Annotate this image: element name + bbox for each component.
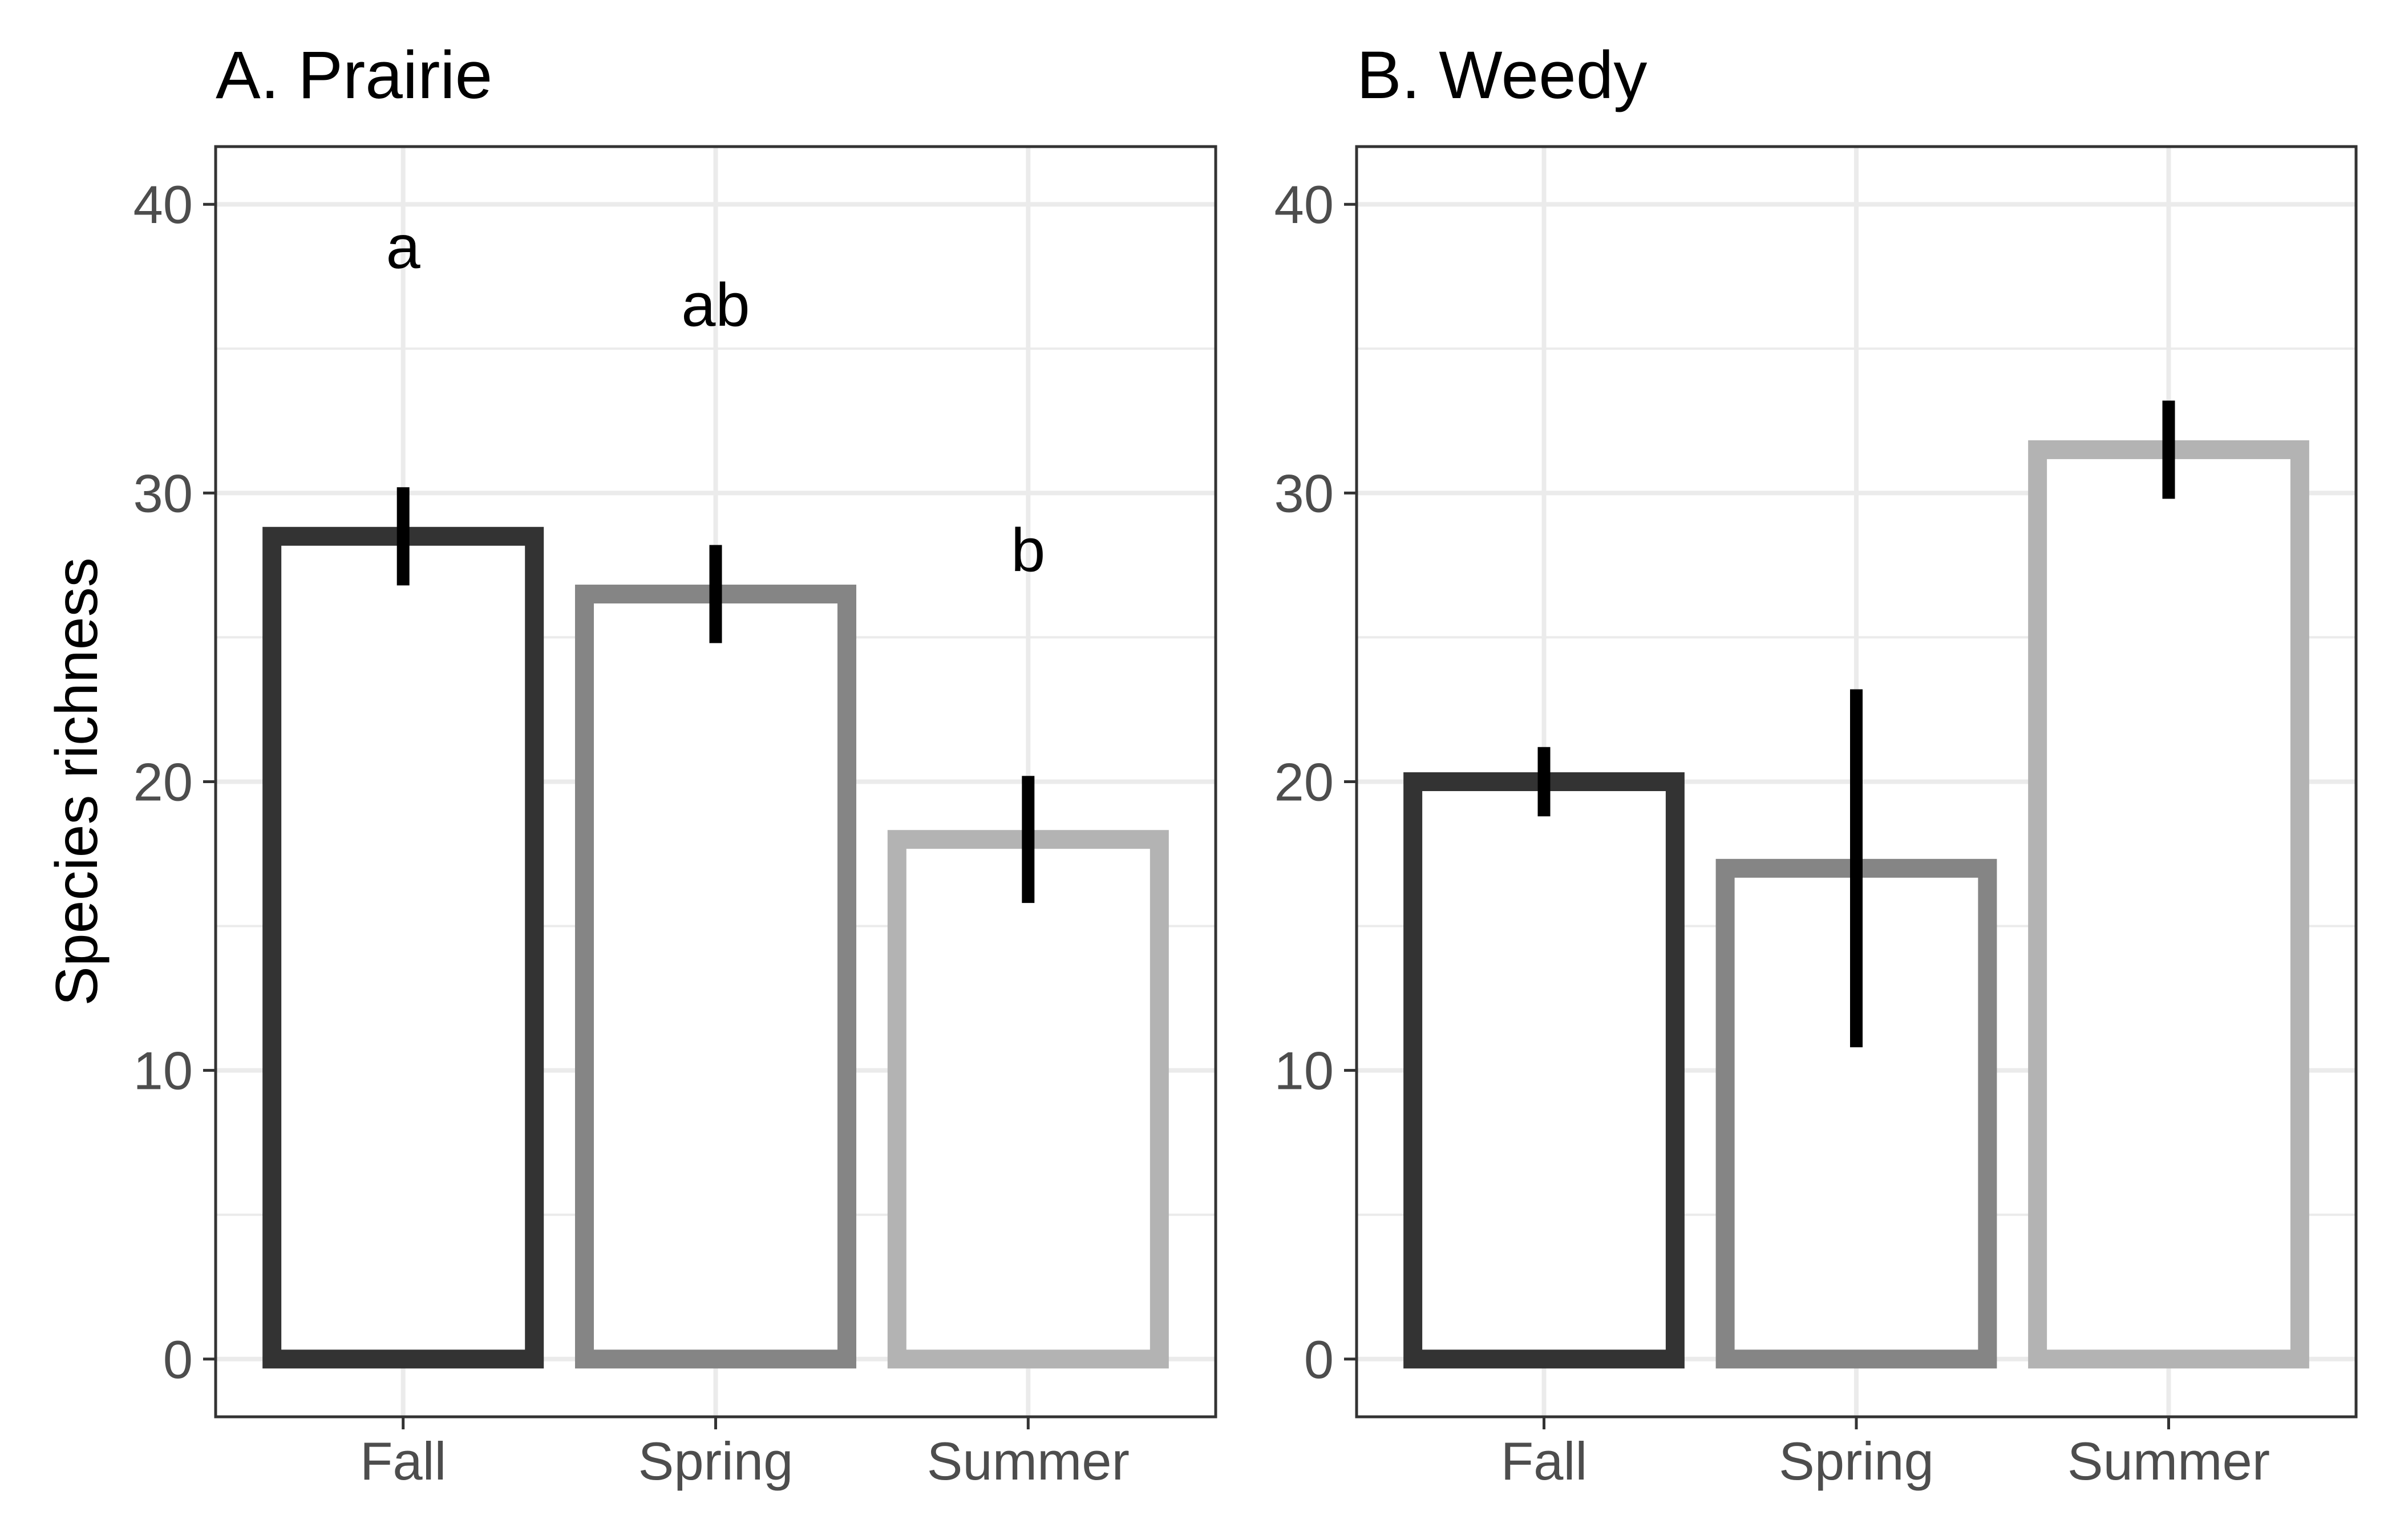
y-tick-label: 40 xyxy=(133,175,193,234)
bar-summer xyxy=(2028,440,2309,1369)
bar-fall xyxy=(262,526,544,1369)
y-tick-label: 10 xyxy=(1274,1041,1334,1101)
y-tick-label: 30 xyxy=(1274,463,1334,523)
y-tick-label: 30 xyxy=(133,463,193,523)
x-tick-label: Fall xyxy=(360,1431,446,1491)
y-axis-label: Species richness xyxy=(44,557,110,1006)
x-tick-label: Spring xyxy=(638,1431,794,1491)
bar-spring xyxy=(574,585,857,1369)
bar-summer xyxy=(887,830,1169,1369)
x-tick-label: Fall xyxy=(1501,1431,1587,1491)
panel-title: A. Prairie xyxy=(216,38,492,113)
y-tick-label: 20 xyxy=(1274,752,1334,812)
panel-title: B. Weedy xyxy=(1357,38,1647,113)
panel-weedy: B. Weedy 0 10 20 30 40 Fall Spring Summer xyxy=(1274,38,2358,1491)
y-tick-label: 10 xyxy=(133,1041,193,1101)
y-tick-label: 20 xyxy=(133,752,193,812)
panel-prairie: A. Prairie a ab b 0 10 20 30 40 Fall Spring Summer xyxy=(133,38,1217,1491)
y-tick-label: 0 xyxy=(1304,1330,1334,1389)
x-tick-label: Summer xyxy=(2067,1431,2270,1491)
bar-fall xyxy=(1403,772,1685,1369)
y-tick-label: 0 xyxy=(163,1330,193,1389)
x-tick-label: Summer xyxy=(927,1431,1130,1491)
x-tick-label: Spring xyxy=(1779,1431,1934,1491)
y-tick-label: 40 xyxy=(1274,175,1334,234)
significance-letter: ab xyxy=(681,270,750,339)
significance-letter: a xyxy=(386,212,421,281)
significance-letter: b xyxy=(1011,516,1045,585)
